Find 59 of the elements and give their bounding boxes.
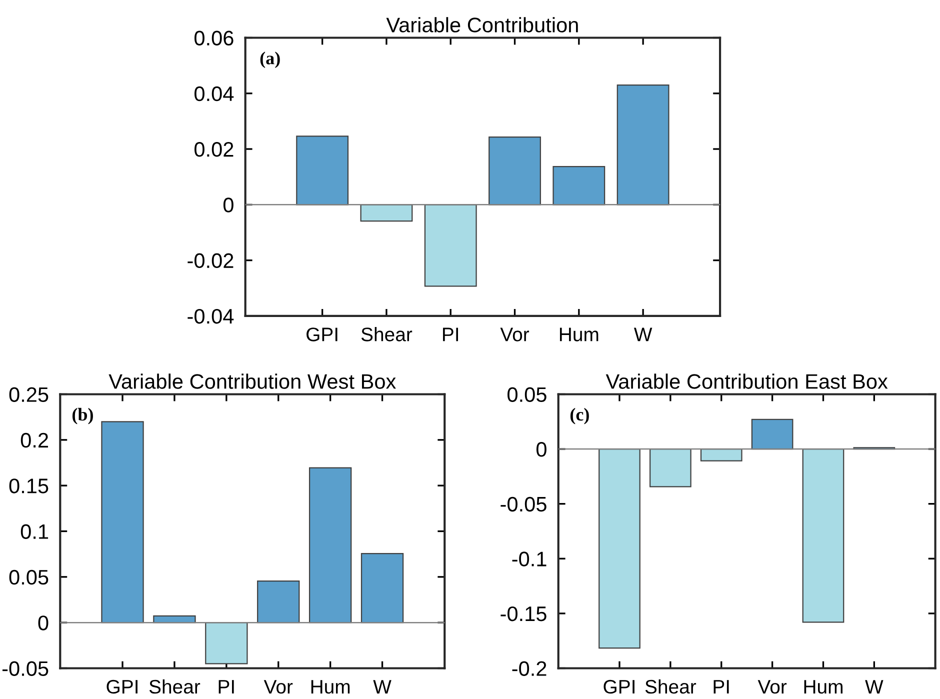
x-tick-label: GPI xyxy=(106,680,138,694)
y-tick-label: 0 xyxy=(223,198,234,212)
x-tick-label: Hum xyxy=(804,680,842,694)
bar xyxy=(101,421,144,624)
x-tick-label: PI xyxy=(218,680,234,694)
bar xyxy=(308,467,352,624)
bar xyxy=(257,580,300,624)
bar xyxy=(616,84,670,206)
x-tick-label: Shear xyxy=(645,679,696,694)
y-tick-label: -0.15 xyxy=(500,606,546,622)
x-tick-label: Vor xyxy=(264,680,293,694)
chart-title: Variable Contribution West Box xyxy=(108,374,396,389)
y-tick-label: 0.05 xyxy=(9,570,48,585)
x-tick-label: W xyxy=(634,328,652,342)
y-tick-label: 0.05 xyxy=(508,387,546,402)
x-tick-label: PI xyxy=(714,680,729,694)
y-tick-label: 0 xyxy=(38,616,48,630)
x-tick-label: GPI xyxy=(306,328,338,342)
bar xyxy=(700,448,742,462)
y-tick-label: 0.2 xyxy=(20,432,48,448)
bar xyxy=(360,552,404,624)
bar xyxy=(802,448,844,623)
x-tick-label: Vor xyxy=(500,328,530,342)
y-tick-label: 0.1 xyxy=(20,524,48,539)
bar xyxy=(360,204,413,222)
y-tick-label: 0.04 xyxy=(194,86,234,102)
bar xyxy=(205,622,248,664)
y-tick-label: -0.05 xyxy=(2,661,48,676)
chart-title: Variable Contribution East Box xyxy=(606,374,888,389)
y-tick-label: 0.25 xyxy=(9,387,48,402)
x-tick-label: PI xyxy=(443,328,458,342)
y-tick-label: 0 xyxy=(536,442,546,457)
x-tick-label: GPI xyxy=(604,680,634,694)
bar xyxy=(296,136,349,206)
x-tick-label: W xyxy=(373,680,392,694)
chart-title: Variable Contribution xyxy=(386,17,578,32)
y-tick-label: 0.06 xyxy=(194,30,234,46)
y-tick-label: 0.02 xyxy=(194,142,234,157)
y-tick-label: -0.1 xyxy=(512,552,546,566)
bar xyxy=(488,136,541,206)
x-tick-label: Shear xyxy=(149,679,200,694)
x-tick-label: Vor xyxy=(758,680,787,694)
annotation: (a) xyxy=(260,52,280,68)
annotation: (c) xyxy=(570,408,589,424)
bar xyxy=(751,418,794,450)
bar xyxy=(649,448,692,488)
annotation: (b) xyxy=(72,408,93,424)
bar xyxy=(598,448,640,649)
bar xyxy=(552,166,606,206)
y-tick-label: -0.04 xyxy=(188,308,234,324)
y-tick-label: -0.05 xyxy=(500,496,546,512)
y-tick-label: -0.2 xyxy=(512,661,546,676)
bar xyxy=(424,204,477,287)
y-tick-label: 0.15 xyxy=(9,478,48,494)
x-tick-label: Shear xyxy=(361,327,412,342)
x-tick-label: Hum xyxy=(311,680,350,694)
x-tick-label: Hum xyxy=(560,328,598,342)
y-tick-label: -0.02 xyxy=(188,253,234,268)
x-tick-label: W xyxy=(865,680,884,694)
